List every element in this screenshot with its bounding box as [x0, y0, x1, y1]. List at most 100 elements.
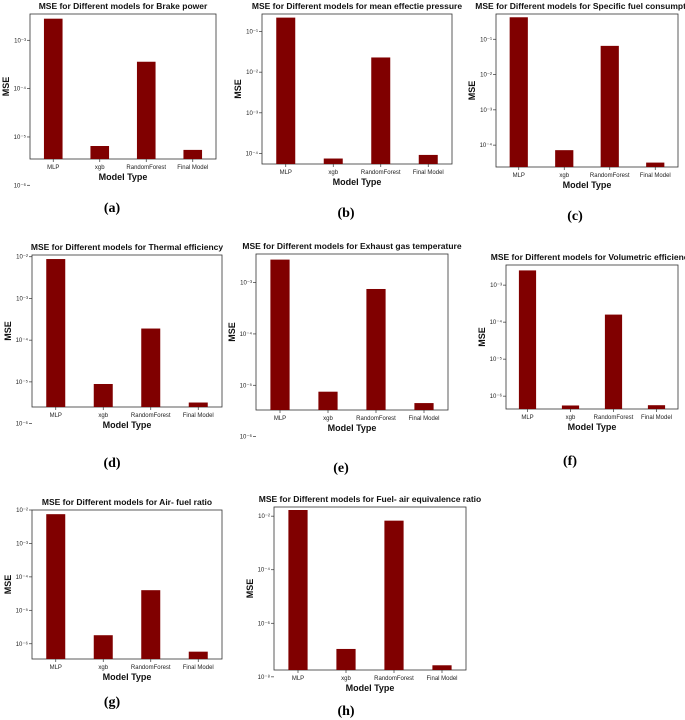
- y-tick-label: 10⁻⁴: [16, 337, 29, 344]
- chart-title: MSE for Different models for mean effect…: [252, 1, 462, 11]
- bar-randomforest: [384, 520, 404, 670]
- bar-randomforest: [371, 57, 391, 164]
- x-axis-label: Model Type: [333, 177, 382, 187]
- plot-frame: [505, 264, 679, 410]
- bar-randomforest: [366, 288, 386, 410]
- x-tick-label: MLP: [280, 170, 292, 176]
- bar-final-model: [432, 665, 452, 670]
- caption-b: (b): [337, 206, 355, 221]
- y-tick-label: 10⁻³: [246, 111, 258, 117]
- x-tick-label: MLP: [274, 416, 286, 422]
- bar-xgb: [93, 383, 113, 407]
- x-tick-label: xgb: [341, 676, 351, 682]
- y-tick-label: 10⁻⁶: [490, 393, 503, 400]
- bar-final-model: [418, 154, 438, 164]
- y-tick-label: 10⁻³: [16, 541, 28, 547]
- y-tick-label: 10⁻²: [246, 70, 258, 76]
- chart-title: MSE for Different models for Volumetric …: [491, 252, 685, 262]
- chart-title: MSE for Different models for Specific fu…: [475, 1, 685, 11]
- x-tick-label: RandomForest: [126, 165, 166, 171]
- y-tick-label: 10⁻²: [258, 514, 270, 520]
- caption-d: (d): [103, 456, 121, 471]
- y-axis-label: MSE: [3, 321, 13, 341]
- plot-frame: [261, 13, 453, 165]
- y-tick-label: 10⁻⁴: [246, 150, 259, 157]
- plot-frame: [29, 13, 217, 160]
- bar-mlp: [518, 270, 537, 409]
- plot-frame: [273, 506, 467, 671]
- y-tick-label: 10⁻⁵: [16, 379, 29, 386]
- caption-c: (c): [567, 209, 583, 224]
- y-tick-label: 10⁻⁴: [490, 319, 503, 326]
- y-tick-label: 10⁻⁴: [14, 86, 27, 93]
- x-tick-label: Final Model: [177, 165, 208, 171]
- y-tick-label: 10⁻²: [16, 255, 28, 261]
- x-tick-label: Final Model: [426, 676, 457, 682]
- bar-mlp: [46, 259, 66, 407]
- bar-final-model: [647, 405, 666, 409]
- x-tick-label: MLP: [50, 413, 62, 419]
- bar-randomforest: [141, 328, 161, 407]
- y-tick-label: 10⁻⁴: [16, 574, 29, 581]
- bar-final-model: [188, 402, 208, 407]
- y-tick-label: 10⁻⁵: [240, 382, 253, 389]
- y-tick-label: 10⁻⁴: [258, 567, 271, 574]
- y-tick-label: 10⁻³: [16, 296, 28, 302]
- y-tick-label: 10⁻³: [240, 281, 252, 287]
- x-tick-label: xgb: [328, 170, 338, 176]
- x-axis-label: Model Type: [346, 683, 395, 693]
- bar-randomforest: [136, 61, 156, 159]
- x-axis-label: Model Type: [563, 180, 612, 190]
- x-tick-label: RandomForest: [131, 413, 171, 419]
- x-tick-label: RandomForest: [356, 416, 396, 422]
- y-tick-label: 10⁻⁵: [490, 356, 503, 363]
- chart-panel-e: MSE for Different models for Exhaust gas…: [227, 241, 462, 441]
- x-tick-label: Final Model: [183, 413, 214, 419]
- y-tick-label: 10⁻⁶: [16, 421, 29, 428]
- x-tick-label: RandomForest: [590, 173, 630, 179]
- x-tick-label: xgb: [95, 165, 105, 171]
- y-tick-label: 10⁻⁶: [16, 641, 29, 648]
- x-tick-label: MLP: [292, 676, 304, 682]
- bar-randomforest: [141, 590, 161, 659]
- y-tick-label: 10⁻⁶: [258, 620, 271, 627]
- x-axis-label: Model Type: [103, 420, 152, 430]
- x-axis-label: Model Type: [568, 422, 617, 432]
- x-tick-label: MLP: [50, 665, 62, 671]
- y-axis-label: MSE: [477, 327, 487, 347]
- bar-mlp: [270, 259, 290, 410]
- x-tick-label: xgb: [323, 416, 333, 422]
- x-tick-label: Final Model: [640, 173, 671, 179]
- bar-randomforest: [604, 314, 623, 409]
- x-tick-label: Final Model: [183, 665, 214, 671]
- bar-mlp: [46, 514, 66, 659]
- y-tick-label: 10⁻¹: [480, 37, 492, 43]
- chart-panel-b: MSE for Different models for mean effect…: [233, 1, 462, 187]
- x-tick-label: Final Model: [408, 416, 439, 422]
- plot-frame: [31, 254, 223, 408]
- y-tick-label: 10⁻³: [480, 108, 492, 114]
- x-axis-label: Model Type: [328, 423, 377, 433]
- chart-title: MSE for Different models for Brake power: [39, 1, 208, 11]
- caption-e: (e): [333, 461, 349, 476]
- caption-a: (a): [103, 201, 121, 216]
- bar-xgb: [555, 150, 574, 167]
- x-tick-label: Final Model: [641, 415, 672, 421]
- x-tick-label: RandomForest: [131, 665, 171, 671]
- x-tick-label: xgb: [566, 415, 576, 421]
- chart-panel-f: MSE for Different models for Volumetric …: [477, 252, 685, 432]
- y-axis-label: MSE: [1, 77, 11, 97]
- x-tick-label: MLP: [47, 165, 59, 171]
- y-tick-label: 10⁻⁵: [14, 134, 27, 141]
- y-axis-label: MSE: [227, 322, 237, 342]
- y-tick-label: 10⁻⁶: [14, 182, 27, 189]
- caption-g: (g): [103, 695, 121, 710]
- chart-title: MSE for Different models for Exhaust gas…: [242, 241, 461, 251]
- x-tick-label: RandomForest: [374, 676, 414, 682]
- y-axis-label: MSE: [245, 579, 255, 599]
- y-tick-label: 10⁻²: [480, 73, 492, 79]
- x-tick-label: xgb: [98, 413, 108, 419]
- bar-randomforest: [600, 45, 619, 167]
- x-tick-label: xgb: [98, 665, 108, 671]
